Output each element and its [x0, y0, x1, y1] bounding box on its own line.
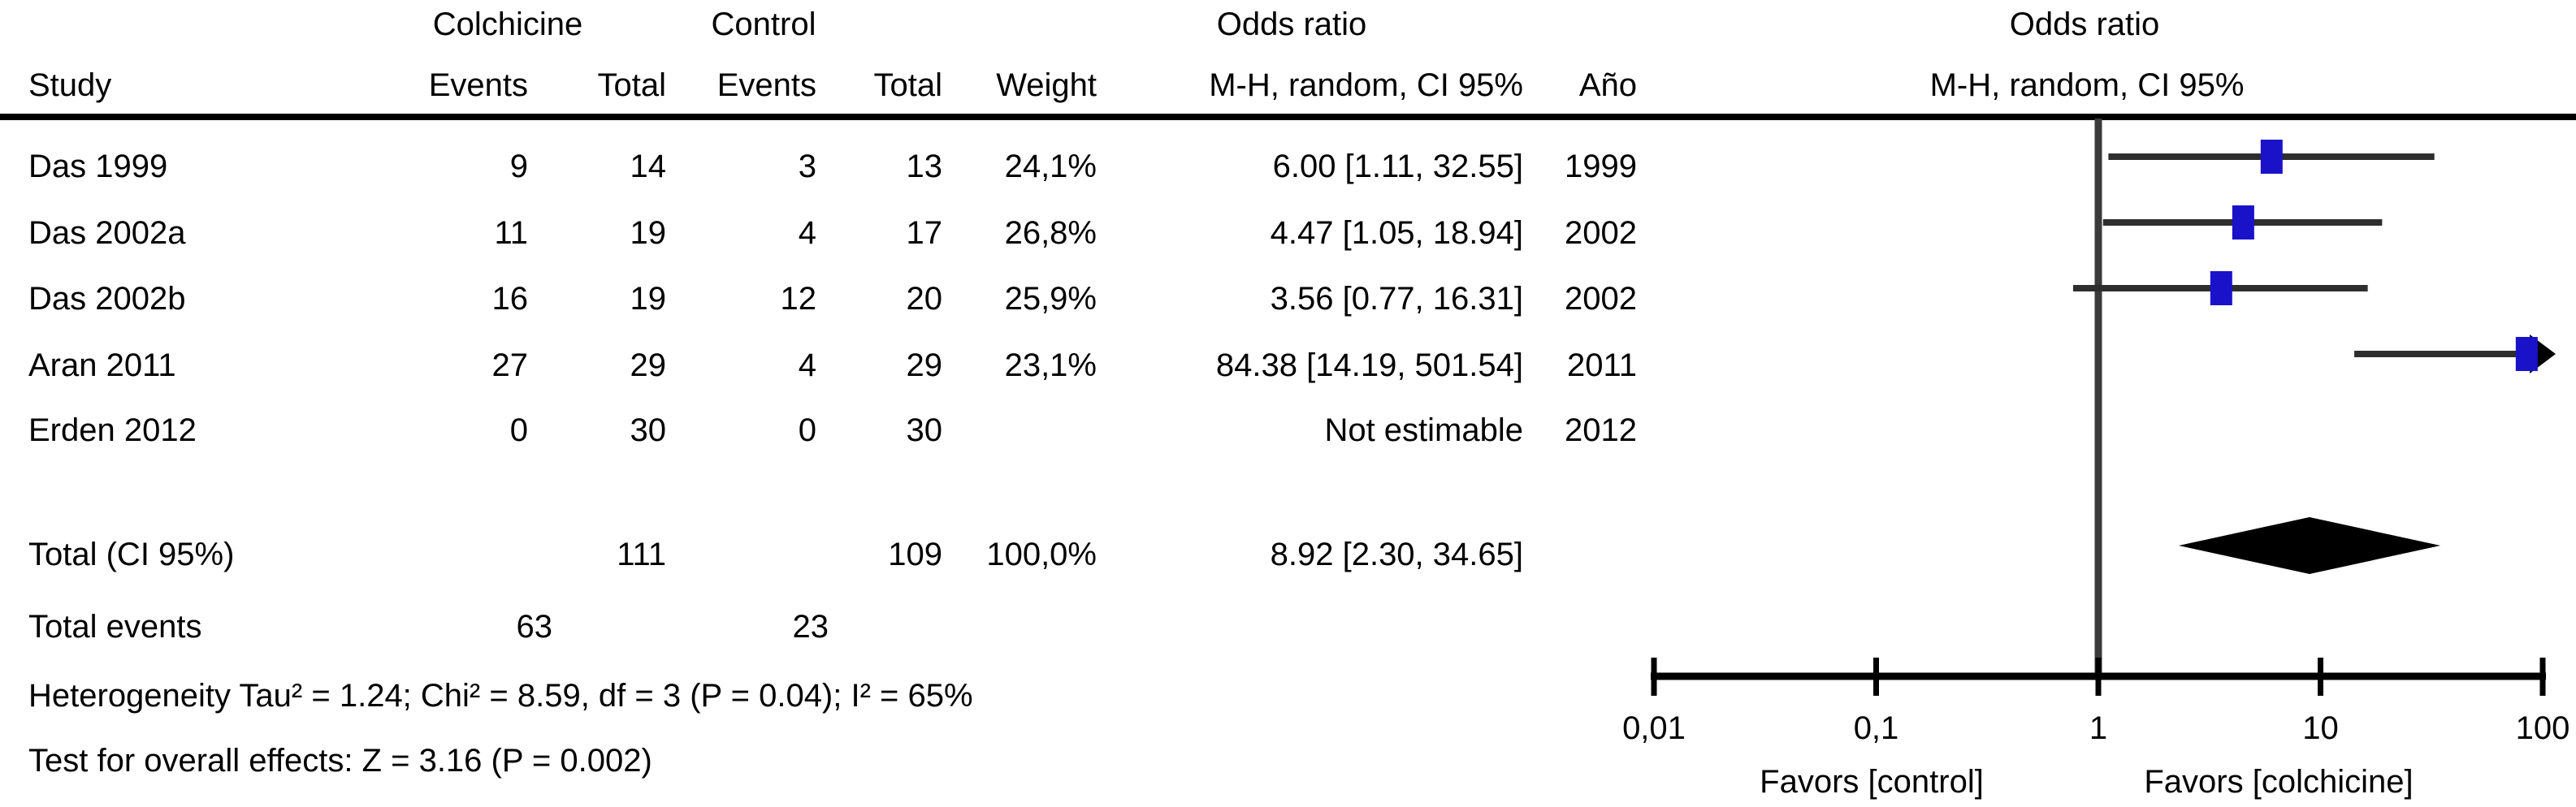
- group-header-colchicine: Colchicine: [432, 6, 583, 42]
- year: 2012: [1565, 412, 1637, 448]
- col-header-total-colchicine: Total: [597, 67, 667, 103]
- col-header-mh-ci-right: M-H, random, CI 95%: [1929, 67, 2245, 103]
- events-colchicine: 16: [491, 281, 529, 317]
- events-control: 4: [798, 215, 816, 251]
- pooled-effect-diamond: [2178, 517, 2441, 574]
- total-colchicine: 111: [617, 537, 666, 572]
- or-square-marker: [2515, 337, 2538, 371]
- or-ci-text: Not estimable: [1324, 412, 1523, 448]
- or-ci-text: 4.47 [1.05, 18.94]: [1270, 215, 1523, 251]
- favors-colchicine-label: Favors [colchicine]: [2144, 764, 2414, 800]
- weight: 23,1%: [1004, 347, 1097, 383]
- col-header-total-control: Total: [873, 67, 943, 103]
- total-events-colchicine: 63: [516, 609, 553, 645]
- events-colchicine: 27: [491, 347, 529, 383]
- total-or-ci-text: 8.92 [2.30, 34.65]: [1270, 537, 1523, 572]
- col-header-mh-ci-left: M-H, random, CI 95%: [1209, 67, 1523, 103]
- events-colchicine: 0: [509, 412, 528, 448]
- total-weight: 100,0%: [986, 537, 1097, 572]
- col-header-events-control: Events: [717, 67, 816, 103]
- col-header-study: Study: [28, 67, 112, 103]
- events-control: 0: [798, 412, 816, 448]
- header-divider-line: [0, 114, 2576, 120]
- year: 2011: [1566, 347, 1637, 383]
- total-colchicine: 30: [630, 412, 667, 448]
- or-square-marker: [2260, 140, 2283, 174]
- weight: 26,8%: [1004, 215, 1097, 251]
- events-colchicine: 9: [509, 149, 528, 184]
- col-header-year: Año: [1578, 67, 1637, 103]
- axis-tick-label: 100: [2516, 710, 2570, 746]
- or-ci-text: 84.38 [14.19, 501.54]: [1215, 347, 1523, 383]
- study-name: Aran 2011: [28, 347, 176, 383]
- total-control: 20: [906, 281, 943, 317]
- or-ci-text: 6.00 [1.11, 32.55]: [1272, 149, 1523, 184]
- or-square-marker: [2232, 205, 2254, 240]
- or-square-marker: [2210, 271, 2232, 305]
- weight: 25,9%: [1004, 281, 1097, 317]
- year: 1999: [1565, 149, 1637, 184]
- total-control: 17: [906, 215, 943, 251]
- year: 2002: [1565, 281, 1637, 317]
- study-name: Das 1999: [28, 149, 168, 184]
- study-name: Erden 2012: [28, 412, 197, 448]
- events-colchicine: 11: [494, 215, 528, 251]
- total-control: 13: [906, 149, 943, 184]
- col-header-events-colchicine: Events: [428, 67, 528, 103]
- favors-control-label: Favors [control]: [1760, 764, 1984, 800]
- study-name: Das 2002a: [28, 215, 186, 251]
- axis-tick-label: 1: [2089, 710, 2107, 746]
- axis-tick-label: 0,01: [1622, 710, 1686, 746]
- group-header-odds-ratio-left: Odds ratio: [1216, 6, 1367, 42]
- events-control: 12: [780, 281, 817, 317]
- group-header-control: Control: [711, 6, 816, 42]
- axis-tick-label: 10: [2302, 710, 2339, 746]
- weight: 24,1%: [1004, 149, 1097, 184]
- total-colchicine: 29: [630, 347, 667, 383]
- heterogeneity-stats: Heterogeneity Tau² = 1.24; Chi² = 8.59, …: [28, 678, 973, 714]
- total-control: 109: [888, 537, 942, 572]
- overall-effect-test: Test for overall effects: Z = 3.16 (P = …: [28, 743, 652, 779]
- total-colchicine: 19: [630, 281, 667, 317]
- total-events-control: 23: [792, 609, 829, 645]
- group-header-odds-ratio-right: Odds ratio: [2009, 6, 2160, 42]
- study-name: Das 2002b: [28, 281, 186, 317]
- events-control: 3: [798, 149, 816, 184]
- axis-tick-label: 0,1: [1854, 710, 1899, 746]
- total-label: Total (CI 95%): [28, 537, 235, 572]
- total-control: 30: [906, 412, 943, 448]
- events-control: 4: [798, 347, 816, 383]
- col-header-weight: Weight: [996, 67, 1097, 103]
- total-colchicine: 19: [630, 215, 667, 251]
- or-ci-text: 3.56 [0.77, 16.31]: [1270, 281, 1523, 317]
- year: 2002: [1565, 215, 1637, 251]
- total-events-label: Total events: [28, 609, 202, 645]
- total-colchicine: 14: [630, 149, 667, 184]
- total-control: 29: [906, 347, 943, 383]
